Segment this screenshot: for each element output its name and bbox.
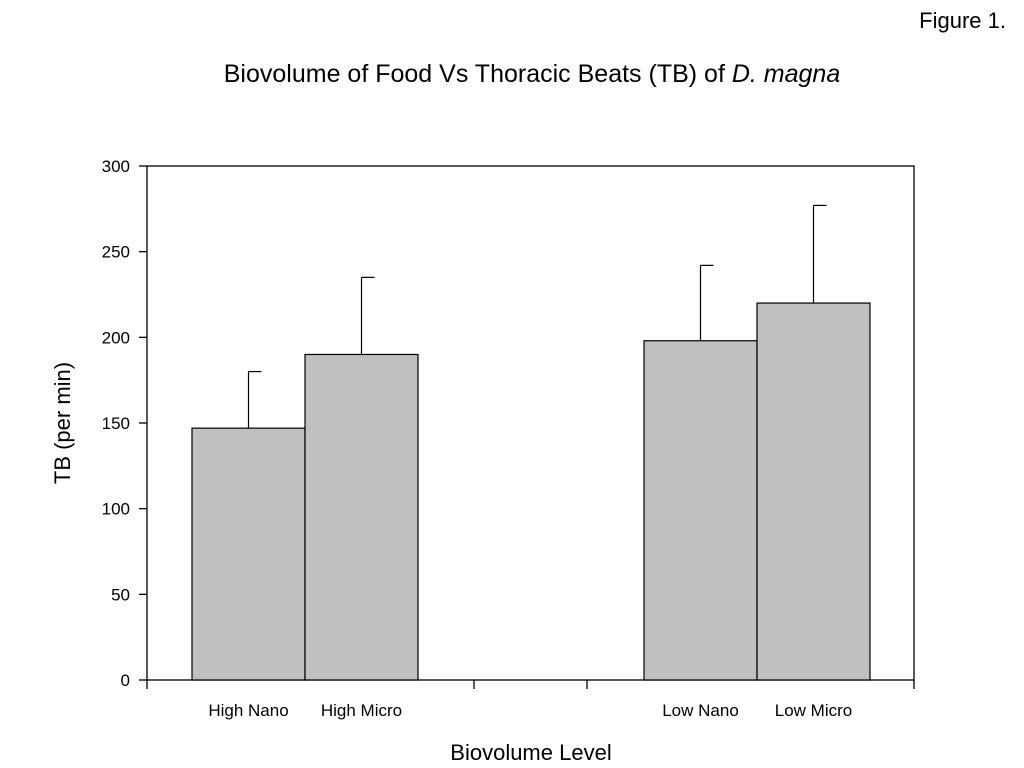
bars bbox=[191, 302, 871, 681]
x-tick-label: Low Nano bbox=[662, 701, 739, 720]
y-tick-label: 300 bbox=[102, 157, 130, 176]
y-tick-label: 150 bbox=[102, 414, 130, 433]
bar bbox=[643, 340, 758, 681]
x-axis: High Nano High Micro Low Nano Low Micro bbox=[146, 680, 915, 720]
x-tick-label: Low Micro bbox=[775, 701, 852, 720]
y-tick-label: 100 bbox=[102, 500, 130, 519]
y-tick-label: 0 bbox=[121, 671, 130, 690]
bar bbox=[191, 427, 306, 681]
bar bbox=[756, 302, 871, 681]
x-axis-label: Biovolume Level bbox=[450, 740, 611, 765]
bar bbox=[304, 353, 419, 681]
y-tick-label: 250 bbox=[102, 243, 130, 262]
y-axis-label: TB (per min) bbox=[50, 362, 75, 484]
y-tick-label: 200 bbox=[102, 328, 130, 347]
y-axis: 0 50 100 150 200 250 300 bbox=[102, 157, 147, 690]
error-bars bbox=[247, 204, 827, 429]
x-tick-label: High Micro bbox=[321, 701, 402, 720]
x-tick-label: High Nano bbox=[208, 701, 288, 720]
chart-title-species: D. magna bbox=[731, 60, 841, 88]
figure-label: Figure 1. bbox=[919, 8, 1006, 33]
chart-title: Biovolume of Food Vs Thoracic Beats (TB)… bbox=[0, 60, 1024, 89]
y-tick-label: 50 bbox=[111, 585, 130, 604]
chart-title-main: Biovolume of Food Vs Thoracic Beats (TB)… bbox=[223, 60, 725, 88]
